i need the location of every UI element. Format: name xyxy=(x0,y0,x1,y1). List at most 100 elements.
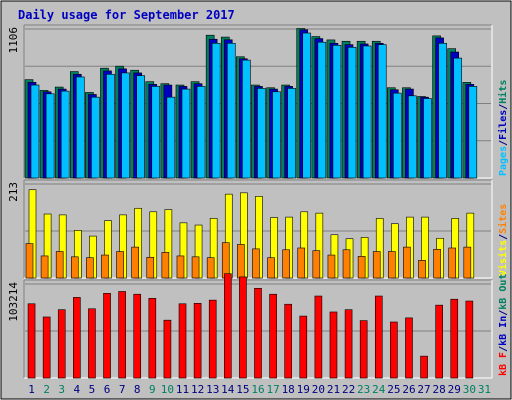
bar-visits-sites-day-15 xyxy=(237,244,245,279)
panel-visits-legend-1: / xyxy=(498,234,509,240)
panel-kbf-legend-4: kB Out xyxy=(498,274,509,310)
bar-visits-sites-day-22 xyxy=(342,249,351,279)
bar-kbf-kb-f-day-14 xyxy=(224,273,232,379)
panel-hits-legend-0: Pages xyxy=(498,146,509,176)
bar-kbf-kb-f-day-19 xyxy=(299,315,308,379)
bar-visits-sites-day-20 xyxy=(312,250,321,279)
bar-kbf-kb-f-day-5 xyxy=(88,308,96,379)
bar-hits-pages-day-4 xyxy=(75,76,85,179)
bar-visits-sites-day-25 xyxy=(388,251,396,279)
x-tick-label-day-2: 2 xyxy=(43,383,50,396)
bar-hits-pages-day-12 xyxy=(196,86,206,179)
x-tick-label-day-23: 23 xyxy=(357,383,370,396)
bar-visits-sites-day-9 xyxy=(146,256,155,279)
x-tick-label-day-4: 4 xyxy=(74,383,81,396)
bar-hits-pages-day-3 xyxy=(60,90,70,179)
bar-hits-pages-day-28 xyxy=(438,42,447,179)
bar-hits-pages-day-25 xyxy=(393,92,402,179)
bar-hits-pages-day-10 xyxy=(166,96,176,179)
bar-hits-pages-day-13 xyxy=(211,42,221,179)
bar-hits-pages-day-22 xyxy=(347,47,357,179)
bar-kbf-kb-f-day-3 xyxy=(57,309,66,379)
bar-hits-pages-day-5 xyxy=(91,96,100,179)
panel-hits-legend-2: Files xyxy=(497,110,509,140)
bar-kbf-kb-f-day-30 xyxy=(465,300,474,379)
x-tick-label-day-19: 19 xyxy=(297,383,310,396)
x-tick-label-day-11: 11 xyxy=(176,383,189,396)
bar-visits-sites-day-30 xyxy=(463,246,472,279)
bar-hits-pages-day-11 xyxy=(181,88,191,179)
bar-kbf-kb-f-day-2 xyxy=(42,316,51,379)
bar-visits-sites-day-27 xyxy=(418,260,426,279)
panel-visits: 213 Visits/Sites xyxy=(7,179,509,279)
panel-visits-ymax-label: 213 xyxy=(7,182,20,202)
bar-hits-pages-day-18 xyxy=(287,88,296,179)
panel-visits-legend-2: Sites xyxy=(497,204,509,234)
bar-kbf-kb-f-day-13 xyxy=(208,299,217,379)
x-tick-label-day-28: 28 xyxy=(433,383,446,396)
panel-visits-legend-0: Visits xyxy=(497,240,509,276)
bar-visits-sites-day-17 xyxy=(267,257,275,279)
bar-hits-pages-day-24 xyxy=(377,44,387,179)
panel-kbf-legend-2: kB In xyxy=(498,316,509,346)
x-tick-label-day-10: 10 xyxy=(161,383,174,396)
bar-visits-sites-day-12 xyxy=(191,256,200,279)
x-tick-label-day-7: 7 xyxy=(119,383,126,396)
bar-visits-sites-day-3 xyxy=(55,251,64,279)
bar-visits-sites-day-6 xyxy=(101,254,109,279)
x-tick-label-day-20: 20 xyxy=(312,383,325,396)
bar-visits-sites-day-4 xyxy=(70,256,79,279)
bar-hits-pages-day-19 xyxy=(302,32,312,179)
bar-kbf-kb-f-day-15 xyxy=(239,276,247,379)
bar-visits-sites-day-18 xyxy=(282,249,290,279)
panel-kbf-ymax-label: 103214 xyxy=(7,282,20,322)
bar-kbf-kb-f-day-11 xyxy=(178,303,187,379)
panel-kbf-legend: kB F/kB In/kB Out xyxy=(498,274,509,376)
bar-kbf-kb-f-day-10 xyxy=(163,319,172,379)
bar-hits-pages-day-15 xyxy=(242,59,251,179)
bar-hits-pages-day-29 xyxy=(453,57,463,179)
bar-kbf-kb-f-day-28 xyxy=(435,304,443,379)
bar-kbf-kb-f-day-8 xyxy=(133,293,142,379)
x-tick-label-day-22: 22 xyxy=(342,383,355,396)
x-tick-label-day-18: 18 xyxy=(282,383,295,396)
bar-kbf-kb-f-day-6 xyxy=(103,292,111,379)
chart-title: Daily usage for September 2017 xyxy=(18,8,235,22)
x-tick-label-day-15: 15 xyxy=(236,383,249,396)
x-tick-label-day-17: 17 xyxy=(266,383,279,396)
bar-kbf-kb-f-day-16 xyxy=(254,287,262,379)
panel-hits-legend-1: / xyxy=(498,140,509,146)
bar-visits-sites-day-2 xyxy=(40,255,49,279)
x-tick-label-day-27: 27 xyxy=(417,383,430,396)
x-tick-label-day-21: 21 xyxy=(327,383,340,396)
bar-visits-sites-day-23 xyxy=(357,256,366,279)
bar-hits-pages-day-27 xyxy=(423,98,432,179)
panel-hits-ymax-label: 1106 xyxy=(7,27,20,54)
bar-visits-sites-day-24 xyxy=(372,251,381,279)
x-tick-label-day-31: 31 xyxy=(478,383,491,396)
bar-visits-sites-day-29 xyxy=(448,247,457,279)
panel-kbf-legend-1: / xyxy=(498,346,509,352)
bar-hits-pages-day-6 xyxy=(106,73,115,179)
bar-hits-pages-day-26 xyxy=(408,95,417,179)
x-tick-label-day-29: 29 xyxy=(448,383,461,396)
panel-hits-legend-4: Hits xyxy=(497,80,509,104)
x-tick-label-day-30: 30 xyxy=(463,383,476,396)
x-tick-label-day-1: 1 xyxy=(28,383,35,396)
bar-hits-pages-day-1 xyxy=(30,84,40,179)
x-tick-label-day-9: 9 xyxy=(149,383,156,396)
x-tick-label-day-6: 6 xyxy=(104,383,111,396)
bar-kbf-kb-f-day-17 xyxy=(269,293,277,379)
bar-kbf-kb-f-day-27 xyxy=(420,355,428,379)
panel-kbf-legend-0: kB F xyxy=(498,352,509,376)
bar-visits-sites-day-13 xyxy=(206,257,215,279)
bar-kbf-kb-f-day-26 xyxy=(405,317,413,379)
bar-kbf-kb-f-day-21 xyxy=(329,311,338,379)
bar-visits-sites-day-21 xyxy=(327,254,336,279)
bar-hits-pages-day-23 xyxy=(362,45,372,179)
bar-kbf-kb-f-day-7 xyxy=(118,291,126,379)
bar-kbf-kb-f-day-18 xyxy=(284,303,292,379)
x-tick-label-day-12: 12 xyxy=(191,383,204,396)
